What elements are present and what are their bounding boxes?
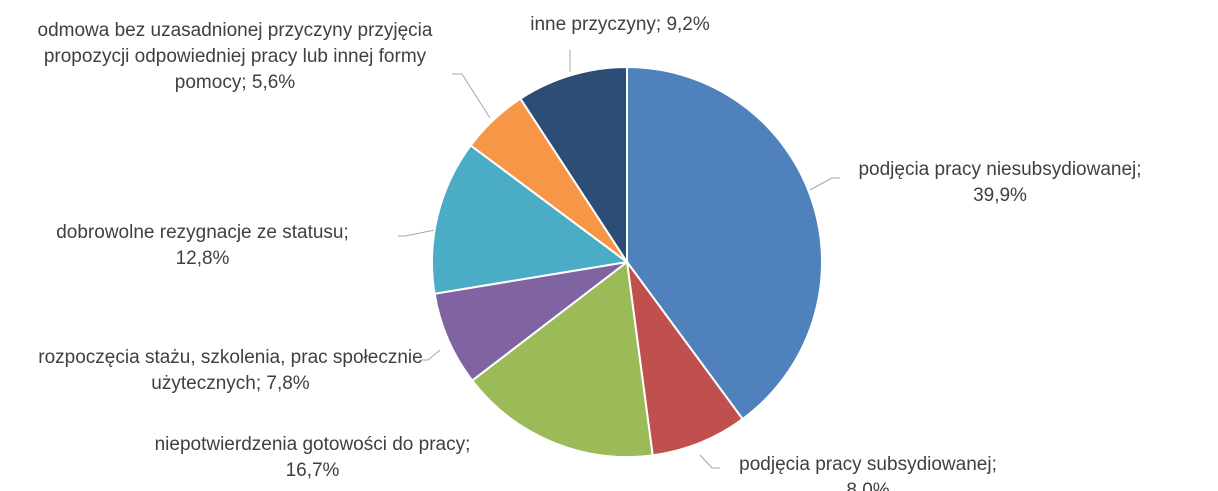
category-label: podjęcia pracy niesubsydiowanej;	[858, 159, 1142, 180]
value-label: 8,0%	[846, 480, 890, 491]
pie-slice	[519, 65, 628, 266]
pie-slice	[626, 261, 745, 457]
slice-label: dobrowolne rezygnacje ze statusu; 12,8%	[5, 220, 400, 272]
leader-line	[699, 454, 720, 469]
category-label: inne przyczyny;	[530, 14, 662, 35]
slice-label: rozpoczęcia stażu, szkolenia, prac społe…	[28, 345, 433, 397]
value-label: 12,8%	[175, 248, 230, 269]
category-label: rozpoczęcia stażu, szkolenia, prac społe…	[38, 347, 423, 394]
category-label: podjęcia pracy subsydiowanej;	[739, 454, 997, 475]
slice-label: podjęcia pracy niesubsydiowanej; 39,9%	[835, 157, 1165, 209]
pie-slice	[431, 144, 630, 295]
category-label: odmowa bez uzasadnionej przyczyny przyję…	[37, 20, 433, 93]
value-label: 39,9%	[973, 185, 1027, 206]
pie-slice	[626, 65, 823, 421]
slice-label: podjęcia pracy subsydiowanej; 8,0%	[718, 452, 1018, 491]
slice-label: niepotwierdzenia gotowości do pracy; 16,…	[90, 432, 535, 484]
value-label: 9,2%	[666, 14, 710, 35]
value-label: 16,7%	[285, 460, 340, 481]
slice-label: inne przyczyny; 9,2%	[470, 12, 770, 38]
category-label: niepotwierdzenia gotowości do pracy;	[154, 434, 471, 455]
leader-line	[420, 349, 441, 361]
leader-line	[452, 73, 491, 119]
leader-line	[398, 229, 436, 237]
category-label: dobrowolne rezygnacje ze statusu;	[56, 222, 349, 243]
value-label: 7,8%	[266, 373, 310, 394]
slice-label: odmowa bez uzasadnionej przyczyny przyję…	[10, 18, 460, 96]
leader-line	[809, 177, 840, 191]
pie-slice	[433, 261, 628, 382]
pie-slice	[470, 260, 654, 458]
value-label: 5,6%	[251, 72, 296, 93]
